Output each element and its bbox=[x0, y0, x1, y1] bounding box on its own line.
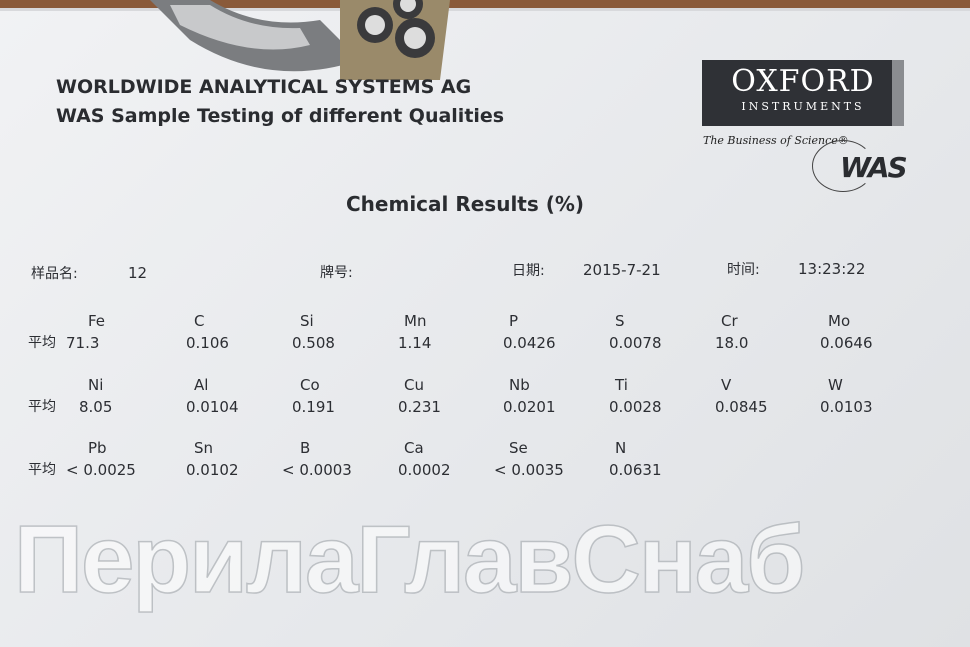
element-symbol: Se bbox=[509, 439, 528, 457]
was-logo: WAS bbox=[840, 151, 908, 184]
element-symbol: Si bbox=[300, 312, 314, 330]
element-value: 71.3 bbox=[66, 334, 100, 352]
element-value: < 0.0003 bbox=[282, 461, 352, 479]
logo-tagline: The Business of Science® bbox=[703, 134, 849, 147]
element-value: 0.508 bbox=[292, 334, 335, 352]
element-symbol: Sn bbox=[194, 439, 214, 457]
element-symbol: C bbox=[194, 312, 205, 330]
logo-accent bbox=[892, 60, 904, 126]
element-value: 18.0 bbox=[715, 334, 749, 352]
element-value: 0.191 bbox=[292, 398, 335, 416]
element-value: < 0.0025 bbox=[66, 461, 136, 479]
element-value: < 0.0035 bbox=[494, 461, 564, 479]
date-value: 2015-7-21 bbox=[583, 261, 661, 279]
time-label: 时间: bbox=[727, 262, 760, 278]
was-logo-ring bbox=[812, 140, 874, 192]
results-title: Chemical Results (%) bbox=[346, 192, 585, 216]
element-value: 0.0078 bbox=[609, 334, 662, 352]
element-symbol: Pb bbox=[88, 439, 107, 457]
report-subtitle: WAS Sample Testing of different Qualitie… bbox=[56, 105, 505, 127]
logo-sub: INSTRUMENTS bbox=[741, 100, 865, 113]
avg-label: 平均 bbox=[28, 399, 56, 415]
element-value: 0.106 bbox=[186, 334, 229, 352]
date-label: 日期: bbox=[512, 263, 545, 279]
avg-label: 平均 bbox=[28, 462, 56, 478]
element-symbol: Ni bbox=[88, 376, 104, 394]
element-symbol: S bbox=[615, 312, 625, 330]
element-symbol: Mn bbox=[404, 312, 427, 330]
element-value: 0.0103 bbox=[820, 398, 873, 416]
element-symbol: Co bbox=[300, 376, 320, 394]
element-value: 0.0104 bbox=[186, 398, 239, 416]
element-symbol: B bbox=[300, 439, 311, 457]
logo-brand: OXFORD bbox=[731, 64, 875, 99]
element-value: 0.0002 bbox=[398, 461, 451, 479]
element-symbol: Fe bbox=[88, 312, 106, 330]
element-value: 0.0028 bbox=[609, 398, 662, 416]
element-value: 0.0646 bbox=[820, 334, 873, 352]
element-symbol: Ca bbox=[404, 439, 424, 457]
element-symbol: Cr bbox=[721, 312, 738, 330]
time-value: 13:23:22 bbox=[798, 260, 866, 278]
element-symbol: W bbox=[828, 376, 843, 394]
element-value: 8.05 bbox=[79, 398, 113, 416]
element-value: 0.0201 bbox=[503, 398, 556, 416]
avg-label: 平均 bbox=[28, 335, 56, 351]
element-symbol: N bbox=[615, 439, 627, 457]
table-edge bbox=[0, 0, 970, 10]
element-symbol: P bbox=[509, 312, 519, 330]
oxford-logo: OXFORD INSTRUMENTS bbox=[702, 60, 904, 126]
grade-label: 牌号: bbox=[320, 265, 353, 281]
element-symbol: Cu bbox=[404, 376, 424, 394]
element-value: 0.0845 bbox=[715, 398, 768, 416]
element-value: 0.231 bbox=[398, 398, 441, 416]
element-symbol: Mo bbox=[828, 312, 851, 330]
element-value: 0.0631 bbox=[609, 461, 662, 479]
company-name: WORLDWIDE ANALYTICAL SYSTEMS AG bbox=[56, 76, 472, 98]
element-value: 0.0102 bbox=[186, 461, 239, 479]
element-value: 1.14 bbox=[398, 334, 432, 352]
metal-sample-image bbox=[150, 0, 450, 80]
element-symbol: Ti bbox=[615, 376, 628, 394]
element-symbol: Nb bbox=[509, 376, 530, 394]
sample-label: 样品名: bbox=[31, 266, 78, 282]
watermark: ПерилаГлавСнаб bbox=[13, 505, 806, 614]
element-value: 0.0426 bbox=[503, 334, 556, 352]
element-symbol: Al bbox=[194, 376, 209, 394]
sample-value: 12 bbox=[128, 264, 148, 282]
paper-edge bbox=[0, 8, 970, 11]
element-symbol: V bbox=[721, 376, 732, 394]
